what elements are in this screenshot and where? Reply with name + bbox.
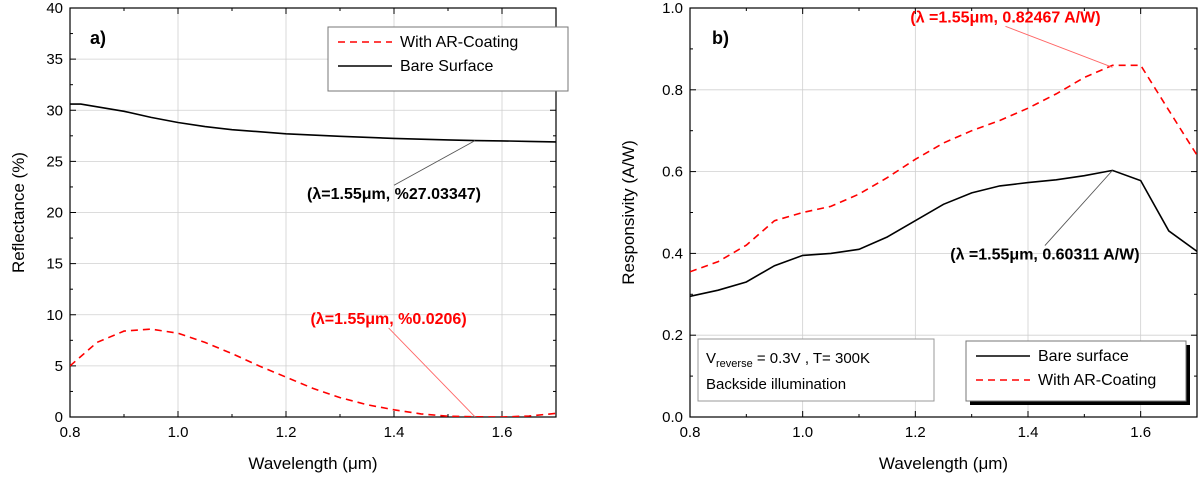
series-line-with-ar-coating — [70, 328, 556, 417]
annotation-leader-line — [1005, 25, 1113, 68]
annotation-label: (λ=1.55μm, %0.0206) — [311, 311, 467, 328]
x-tick-label: 1.0 — [792, 424, 813, 441]
x-tick-label: 1.4 — [1018, 424, 1039, 441]
y-tick-label: 40 — [46, 0, 63, 17]
y-tick-label: 0.6 — [662, 164, 683, 181]
annotation-leader-line — [1044, 170, 1113, 246]
y-tick-label: 0.8 — [662, 82, 683, 99]
legend-label: With AR-Coating — [1038, 372, 1156, 389]
legend-box — [327, 26, 569, 92]
annotation-label: (λ =1.55μm, 0.82467 A/W) — [910, 9, 1100, 26]
annotation-label: (λ=1.55μm, %27.03347) — [307, 186, 481, 203]
legend-box — [965, 340, 1187, 402]
y-tick-label: 25 — [46, 153, 63, 170]
x-tick-label: 1.2 — [276, 424, 297, 441]
y-axis-label: Reflectance (%) — [9, 152, 28, 273]
note-illumination: Backside illumination — [706, 376, 846, 393]
x-tick-label: 0.8 — [60, 424, 81, 441]
series-line-bare-surface — [690, 169, 1197, 298]
y-tick-label: 0.2 — [662, 327, 683, 344]
x-tick-label: 0.8 — [680, 424, 701, 441]
x-axis-label: Wavelength (μm) — [248, 454, 377, 473]
legend: With AR-Coating Bare Surface — [327, 26, 569, 92]
note-condition: Vreverse = 0.3V , T= 300K — [706, 350, 870, 370]
annotation-label: (λ =1.55μm, 0.60311 A/W) — [950, 247, 1139, 264]
note-box — [697, 338, 935, 402]
y-tick-label: 0.4 — [662, 245, 683, 262]
x-tick-label: 1.0 — [168, 424, 189, 441]
y-tick-label: 0.0 — [662, 409, 683, 426]
y-tick-label: 10 — [46, 307, 63, 324]
legend: Bare surface With AR-Coating — [965, 340, 1190, 405]
x-axis-label: Wavelength (μm) — [879, 454, 1008, 473]
y-tick-label: 15 — [46, 256, 63, 273]
y-tick-label: 1.0 — [662, 0, 683, 17]
annotation-leader-line — [388, 327, 476, 418]
y-tick-label: 5 — [55, 358, 63, 375]
panel-label: a) — [90, 28, 106, 48]
chart-b: 0.8 1.0 1.2 1.4 1.6 0.0 0.2 0.4 0.6 0.8 1.0 Wavelen… — [619, 0, 1198, 473]
annotation-leader-line — [393, 140, 476, 186]
legend-label: Bare Surface — [400, 58, 493, 75]
panel-label: b) — [712, 28, 729, 48]
y-tick-label: 35 — [46, 51, 63, 68]
y-tick-label: 20 — [46, 205, 63, 222]
x-tick-label: 1.6 — [492, 424, 513, 441]
legend-label: Bare surface — [1038, 348, 1129, 365]
chart-a: 0.8 1.0 1.2 1.4 1.6 0 5 10 15 20 25 30 35 40 Wavelengt… — [9, 0, 569, 473]
x-tick-label: 1.4 — [384, 424, 405, 441]
y-tick-label: 30 — [46, 102, 63, 119]
series-line-bare-surface — [70, 103, 556, 143]
y-tick-label: 0 — [55, 409, 63, 426]
y-axis-label: Responsivity (A/W) — [619, 140, 638, 285]
x-tick-label: 1.6 — [1130, 424, 1151, 441]
legend-label: With AR-Coating — [400, 34, 518, 51]
x-tick-label: 1.2 — [905, 424, 926, 441]
series-line-with-ar-coating — [690, 64, 1197, 273]
